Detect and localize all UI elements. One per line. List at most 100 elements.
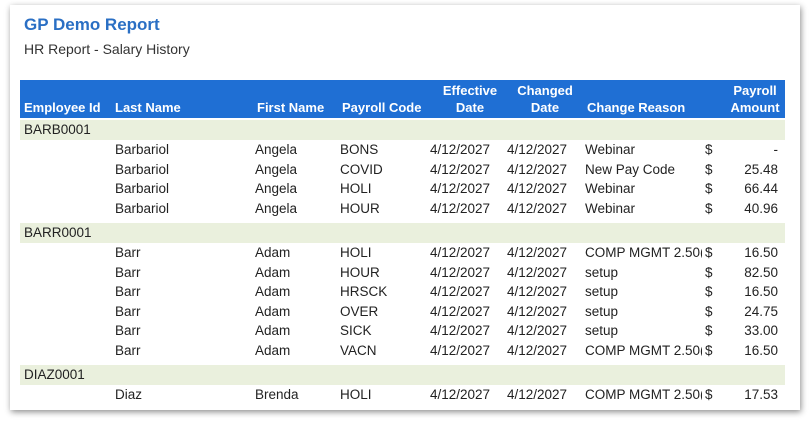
cell: Webinar bbox=[585, 200, 636, 216]
column-header: Change Reason bbox=[587, 100, 686, 115]
employee-id: BARR0001 bbox=[24, 225, 92, 240]
cell: 4/12/2027 bbox=[507, 264, 568, 280]
column-header: Last Name bbox=[115, 100, 181, 115]
cell: setup bbox=[585, 323, 619, 338]
column-header: First Name bbox=[257, 100, 325, 115]
cell: setup bbox=[585, 284, 619, 299]
cell: 17.53 bbox=[744, 387, 778, 402]
cell: Barbariol bbox=[115, 161, 170, 177]
cell: 4/12/2027 bbox=[430, 264, 491, 280]
cell: Barr bbox=[115, 323, 141, 338]
column-header: Employee Id bbox=[24, 100, 101, 115]
cell: 33.00 bbox=[744, 323, 778, 338]
cell: 16.50 bbox=[744, 284, 778, 299]
cell: 4/12/2027 bbox=[507, 323, 568, 338]
table-header: Employee Id Last Name First Name Payroll Co… bbox=[20, 80, 785, 118]
cell: setup bbox=[585, 303, 619, 319]
cell: 4/12/2027 bbox=[430, 284, 491, 299]
cell: Adam bbox=[255, 342, 291, 358]
column-header: Payroll Amount bbox=[730, 83, 780, 115]
cell: 4/12/2027 bbox=[507, 342, 568, 358]
cell: Barr bbox=[115, 245, 141, 260]
cell: Barbariol bbox=[115, 181, 170, 196]
group-band bbox=[20, 223, 785, 243]
cell: BONS bbox=[340, 142, 379, 157]
cell: 82.50 bbox=[744, 264, 778, 280]
cell: 4/12/2027 bbox=[507, 161, 568, 177]
cell: 4/12/2027 bbox=[430, 181, 491, 196]
cell: Diaz bbox=[115, 387, 143, 402]
employee-id: DIAZ0001 bbox=[24, 367, 85, 382]
cell: 4/12/2027 bbox=[507, 200, 568, 216]
cell: $ bbox=[705, 161, 713, 177]
cell: Adam bbox=[255, 245, 291, 260]
cell: Barbariol bbox=[115, 200, 170, 216]
cell: Barbariol bbox=[115, 142, 170, 157]
cell: HOLI bbox=[340, 245, 372, 260]
cell: COMP MGMT 2.50( bbox=[585, 387, 702, 402]
cell: SICK bbox=[340, 323, 372, 338]
cell: VACN bbox=[340, 342, 377, 358]
cell: New Pay Code bbox=[585, 161, 676, 177]
cell: 4/12/2027 bbox=[430, 342, 491, 358]
report-subtitle: HR Report - Salary History bbox=[24, 41, 190, 57]
employee-id: BARB0001 bbox=[24, 122, 91, 137]
cell: Brenda bbox=[255, 387, 299, 402]
column-header: Payroll Code bbox=[342, 100, 422, 115]
cell: COMP MGMT 2.50( bbox=[585, 342, 702, 358]
cell: 4/12/2027 bbox=[507, 245, 568, 260]
cell: 4/12/2027 bbox=[430, 387, 491, 402]
cell: - bbox=[773, 142, 779, 157]
cell: 4/12/2027 bbox=[430, 245, 491, 260]
cell: HOLI bbox=[340, 387, 372, 402]
cell: Barr bbox=[115, 303, 141, 319]
cell: Webinar bbox=[585, 181, 636, 196]
cell: 4/12/2027 bbox=[430, 200, 491, 216]
cell: $ bbox=[705, 323, 713, 338]
cell: 4/12/2027 bbox=[430, 303, 491, 319]
cell: 4/12/2027 bbox=[430, 323, 491, 338]
column-header: Changed Date bbox=[517, 83, 573, 115]
cell: Adam bbox=[255, 303, 291, 319]
cell: $ bbox=[705, 284, 713, 299]
cell: $ bbox=[705, 200, 713, 216]
cell: 25.48 bbox=[744, 161, 778, 177]
cell: 4/12/2027 bbox=[507, 142, 568, 157]
cell: $ bbox=[705, 387, 713, 402]
cell: Angela bbox=[255, 161, 298, 177]
column-header: Effective Date bbox=[442, 83, 498, 115]
cell: COVID bbox=[340, 161, 383, 177]
cell: 16.50 bbox=[744, 245, 778, 260]
cell: $ bbox=[705, 245, 713, 260]
cell: 16.50 bbox=[744, 342, 778, 358]
cell: OVER bbox=[340, 303, 379, 319]
report-title: GP Demo Report bbox=[24, 15, 160, 34]
cell: 4/12/2027 bbox=[507, 181, 568, 196]
group-band bbox=[20, 120, 785, 140]
cell: $ bbox=[705, 342, 713, 358]
cell: Angela bbox=[255, 142, 298, 157]
cell: Barr bbox=[115, 264, 141, 280]
cell: 24.75 bbox=[744, 303, 778, 319]
cell: 4/12/2027 bbox=[507, 303, 568, 319]
cell: $ bbox=[705, 142, 713, 157]
cell: Angela bbox=[255, 181, 298, 196]
cell: 66.44 bbox=[744, 181, 778, 196]
cell: HOUR bbox=[340, 200, 380, 216]
cell: 4/12/2027 bbox=[430, 161, 491, 177]
cell: 40.96 bbox=[744, 200, 778, 216]
cell: Barr bbox=[115, 284, 141, 299]
cell: COMP MGMT 2.50( bbox=[585, 245, 702, 260]
cell: HRSCK bbox=[340, 284, 388, 299]
cell: Adam bbox=[255, 264, 291, 280]
cell: setup bbox=[585, 264, 619, 280]
cell: $ bbox=[705, 264, 713, 280]
cell: Adam bbox=[255, 284, 291, 299]
cell: Barr bbox=[115, 342, 141, 358]
cell: $ bbox=[705, 303, 713, 319]
cell: HOUR bbox=[340, 264, 380, 280]
cell: 4/12/2027 bbox=[507, 284, 568, 299]
report: GP Demo Report HR Report - Salary Histor… bbox=[10, 5, 800, 410]
group-band bbox=[20, 365, 785, 385]
